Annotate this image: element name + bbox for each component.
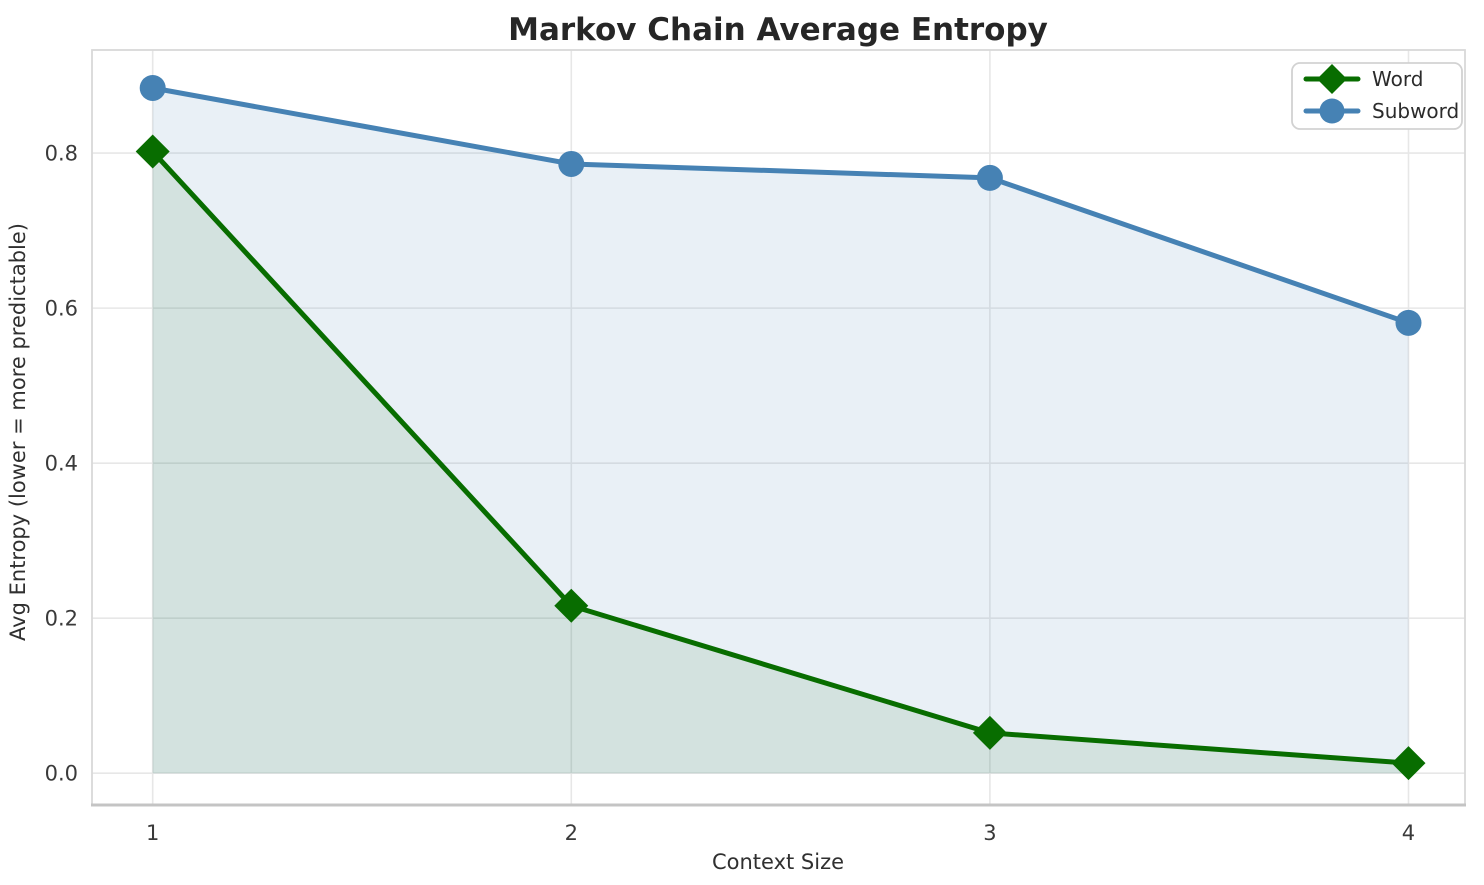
diamond-marker bbox=[1317, 64, 1347, 94]
circle-marker bbox=[1319, 98, 1345, 124]
y-tick-label: 0.2 bbox=[45, 607, 78, 631]
legend: Word Subword bbox=[1291, 62, 1463, 130]
line-word bbox=[150, 149, 1411, 766]
y-tick-label: 0.4 bbox=[45, 452, 78, 476]
y-tick-label: 0.0 bbox=[45, 762, 78, 786]
line-subword bbox=[150, 85, 1411, 326]
diamond-marker bbox=[1391, 746, 1426, 781]
area-fill-subword bbox=[152, 87, 1409, 774]
circle-marker bbox=[976, 164, 1003, 191]
axes-spines bbox=[91, 49, 1466, 807]
diamond-marker bbox=[554, 588, 589, 623]
chart-title: Markov Chain Average Entropy bbox=[508, 12, 1048, 48]
x-tick-label: 4 bbox=[1402, 821, 1415, 845]
y-axis-label: Avg Entropy (lower = more predictable) bbox=[6, 223, 30, 641]
diamond-marker bbox=[972, 715, 1007, 750]
circle-marker bbox=[1395, 309, 1422, 336]
series-markers bbox=[135, 74, 1426, 781]
series-lines bbox=[150, 85, 1411, 766]
x-axis-label: Context Size bbox=[712, 850, 844, 874]
area-fill-word bbox=[152, 151, 1409, 774]
y-tick-label: 0.8 bbox=[45, 142, 78, 166]
circle-marker bbox=[139, 74, 166, 101]
circle-marker bbox=[558, 150, 585, 177]
x-tick-label: 3 bbox=[983, 821, 996, 845]
x-tick-label: 1 bbox=[146, 821, 159, 845]
legend-item-label-word: Word bbox=[1372, 67, 1423, 91]
gridlines bbox=[92, 50, 1465, 805]
tick-labels: 0.0 0.2 0.4 0.6 0.8 1 2 3 4 bbox=[45, 142, 1416, 845]
x-tick-label: 2 bbox=[565, 821, 578, 845]
diamond-marker bbox=[135, 134, 170, 169]
legend-item-label-subword: Subword bbox=[1372, 99, 1459, 123]
y-tick-label: 0.6 bbox=[45, 297, 78, 321]
area-fills bbox=[152, 87, 1409, 774]
